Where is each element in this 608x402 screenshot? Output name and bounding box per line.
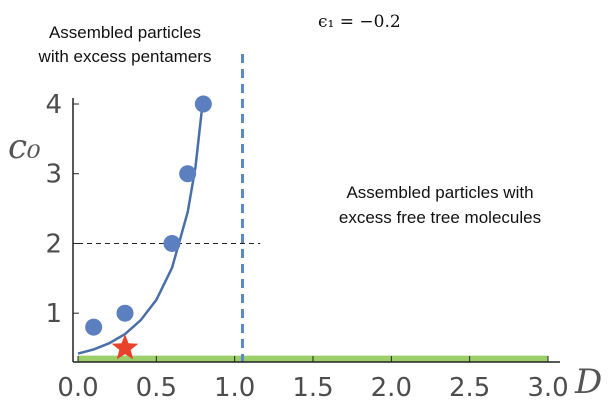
x-tick-label-0: 0.0	[57, 373, 98, 402]
y-tick-label-0: 1	[45, 299, 62, 329]
x-tick-label-2: 1.0	[214, 373, 255, 402]
fit-curve-layer	[77, 96, 205, 355]
axes-layer	[72, 98, 560, 363]
star-marker	[111, 334, 139, 360]
x-tick-label-4: 2.0	[371, 373, 412, 402]
y-tick-label-3: 4	[45, 90, 62, 120]
x-tick-label-1: 0.5	[136, 373, 177, 402]
annotation-free-tree-line2: excess free tree molecules	[339, 208, 541, 227]
annotation-pentamers-line2: with excess pentamers	[38, 47, 212, 66]
parameter-label: ϵ₁ = −0.2	[318, 12, 401, 32]
data-point-4	[194, 95, 212, 113]
x-axis-label: D	[574, 362, 602, 402]
reference-lines-layer	[78, 54, 261, 362]
x-tick-label-6: 3.0	[527, 373, 568, 402]
x-tick-label-5: 2.5	[449, 373, 490, 402]
annotation-free-tree-line1: Assembled particles with	[346, 183, 533, 202]
data-points-layer	[85, 95, 212, 360]
fit-curve	[77, 96, 205, 355]
data-point-2	[163, 234, 181, 252]
data-point-0	[85, 318, 103, 336]
x-tick-label-3: 1.5	[292, 373, 333, 402]
data-point-3	[179, 165, 197, 183]
y-tick-label-2: 3	[45, 160, 62, 190]
annotation-pentamers-line1: Assembled particles	[49, 23, 201, 42]
y-tick-label-1: 2	[45, 229, 62, 259]
tick-labels-layer: 0.0 0.5 1.0 1.5 2.0 2.5 3.0 1 2 3 4	[45, 90, 568, 402]
y-axis-label: c₀	[8, 127, 41, 167]
data-point-1	[116, 304, 134, 322]
